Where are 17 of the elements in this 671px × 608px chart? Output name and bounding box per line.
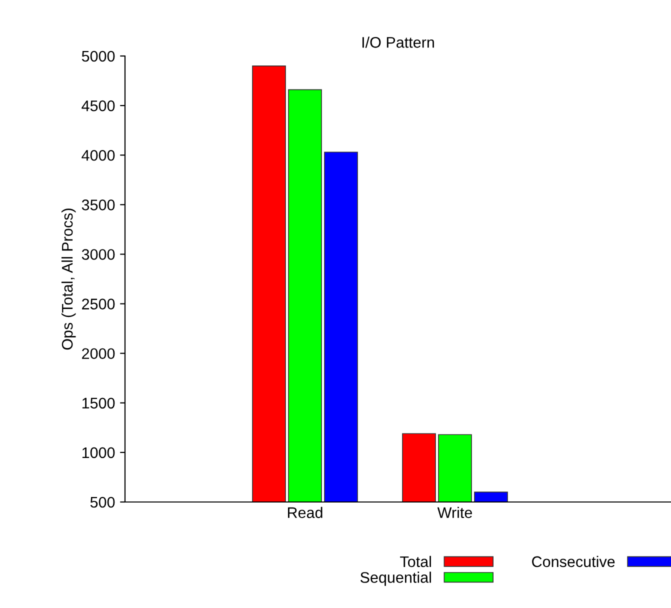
y-tick-label: 3000 [82, 249, 115, 260]
x-tick-label: Read [288, 506, 322, 518]
y-tick-label: 4000 [82, 150, 115, 161]
chart-title: I/O Pattern [362, 36, 434, 48]
legend-label: Sequential [360, 572, 431, 586]
legend-label: Consecutive [532, 556, 615, 568]
y-tick-label: 500 [90, 496, 115, 508]
y-tick-label: 3500 [82, 200, 115, 210]
y-tick-label: 4500 [82, 100, 115, 112]
y-tick-label: 2000 [82, 348, 115, 360]
legend-label: Total [400, 556, 431, 568]
y-tick-label: 5000 [82, 50, 115, 62]
y-tick-label: 1000 [82, 447, 115, 458]
y-tick-label: 1500 [82, 398, 115, 409]
y-tick-label: 2500 [82, 298, 115, 310]
x-tick-label: Write [437, 506, 472, 518]
y-axis-title: Ops (Total, All Procs) [61, 208, 76, 350]
